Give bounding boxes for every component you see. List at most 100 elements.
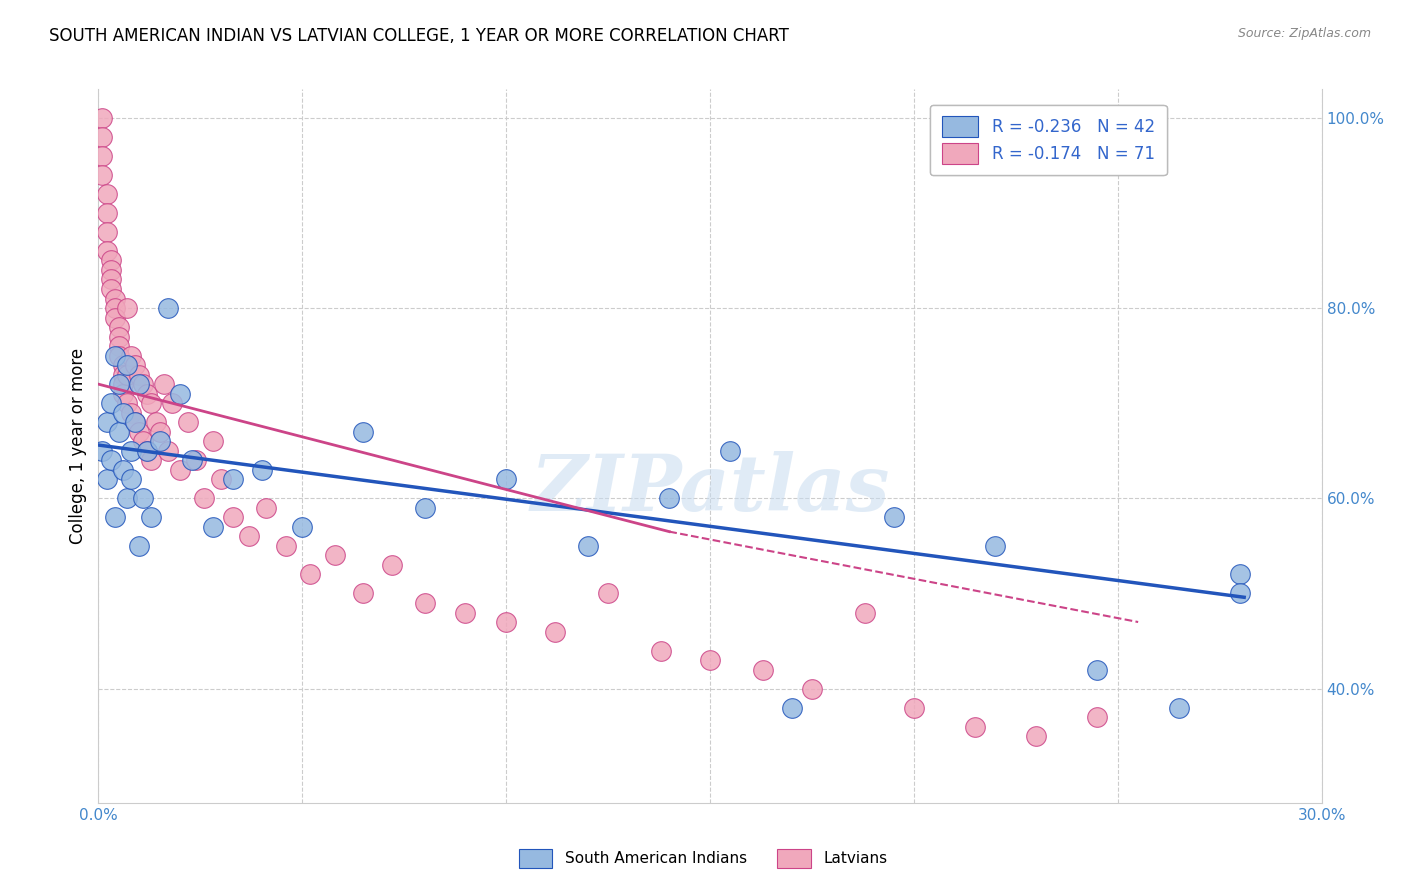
- Point: [111, 358, 134, 372]
- Point: [576, 539, 599, 553]
- Point: [104, 301, 127, 315]
- Point: [104, 310, 127, 325]
- Point: [111, 463, 134, 477]
- Point: [91, 111, 114, 125]
- Point: [544, 624, 567, 639]
- Point: [111, 368, 134, 382]
- Point: [201, 434, 224, 449]
- Point: [903, 700, 925, 714]
- Point: [96, 225, 118, 239]
- Point: [128, 425, 150, 439]
- Point: [100, 396, 122, 410]
- Point: [156, 301, 179, 315]
- Point: [141, 510, 163, 524]
- Point: [152, 377, 174, 392]
- Point: [495, 615, 517, 629]
- Text: SOUTH AMERICAN INDIAN VS LATVIAN COLLEGE, 1 YEAR OR MORE CORRELATION CHART: SOUTH AMERICAN INDIAN VS LATVIAN COLLEGE…: [49, 27, 789, 45]
- Point: [115, 368, 138, 382]
- Point: [145, 415, 167, 429]
- Point: [1085, 710, 1108, 724]
- Point: [124, 358, 146, 372]
- Point: [1167, 700, 1189, 714]
- Point: [136, 386, 159, 401]
- Point: [650, 643, 672, 657]
- Point: [169, 463, 191, 477]
- Point: [115, 358, 138, 372]
- Point: [136, 443, 159, 458]
- Point: [91, 129, 114, 144]
- Point: [96, 472, 118, 486]
- Point: [104, 349, 127, 363]
- Point: [120, 349, 142, 363]
- Point: [96, 206, 118, 220]
- Point: [141, 396, 163, 410]
- Point: [454, 606, 477, 620]
- Point: [96, 415, 118, 429]
- Point: [965, 720, 987, 734]
- Point: [250, 463, 273, 477]
- Point: [658, 491, 681, 506]
- Point: [104, 510, 127, 524]
- Point: [720, 443, 742, 458]
- Point: [299, 567, 322, 582]
- Point: [100, 272, 122, 286]
- Text: Source: ZipAtlas.com: Source: ZipAtlas.com: [1237, 27, 1371, 40]
- Point: [352, 586, 374, 600]
- Point: [115, 396, 138, 410]
- Point: [1229, 567, 1251, 582]
- Point: [413, 500, 436, 515]
- Point: [141, 453, 163, 467]
- Point: [381, 558, 404, 572]
- Point: [115, 301, 138, 315]
- Point: [132, 491, 155, 506]
- Point: [96, 186, 118, 201]
- Point: [413, 596, 436, 610]
- Legend: South American Indians, Latvians: South American Indians, Latvians: [506, 837, 900, 880]
- Point: [238, 529, 260, 543]
- Point: [1229, 586, 1251, 600]
- Point: [1025, 729, 1047, 743]
- Point: [222, 510, 245, 524]
- Point: [108, 339, 131, 353]
- Point: [115, 491, 138, 506]
- Text: ZIPatlas: ZIPatlas: [530, 450, 890, 527]
- Point: [100, 253, 122, 268]
- Point: [108, 320, 131, 334]
- Point: [100, 453, 122, 467]
- Point: [222, 472, 245, 486]
- Point: [352, 425, 374, 439]
- Point: [108, 425, 131, 439]
- Point: [124, 415, 146, 429]
- Point: [984, 539, 1007, 553]
- Point: [181, 453, 204, 467]
- Point: [132, 377, 155, 392]
- Point: [699, 653, 721, 667]
- Point: [495, 472, 517, 486]
- Point: [128, 368, 150, 382]
- Point: [201, 520, 224, 534]
- Point: [254, 500, 277, 515]
- Point: [100, 263, 122, 277]
- Point: [128, 377, 150, 392]
- Point: [291, 520, 314, 534]
- Point: [136, 443, 159, 458]
- Point: [104, 292, 127, 306]
- Point: [108, 349, 131, 363]
- Point: [274, 539, 297, 553]
- Point: [120, 443, 142, 458]
- Point: [96, 244, 118, 258]
- Point: [124, 415, 146, 429]
- Point: [160, 396, 183, 410]
- Point: [132, 434, 155, 449]
- Point: [108, 377, 131, 392]
- Point: [100, 282, 122, 296]
- Point: [169, 386, 191, 401]
- Point: [111, 377, 134, 392]
- Point: [186, 453, 208, 467]
- Point: [111, 386, 134, 401]
- Point: [111, 406, 134, 420]
- Point: [128, 539, 150, 553]
- Point: [853, 606, 876, 620]
- Point: [91, 443, 114, 458]
- Point: [91, 168, 114, 182]
